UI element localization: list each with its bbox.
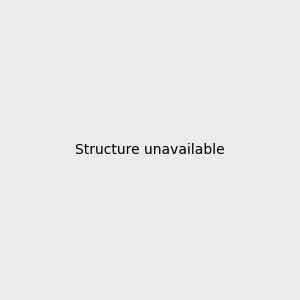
- Text: Structure unavailable: Structure unavailable: [75, 143, 225, 157]
